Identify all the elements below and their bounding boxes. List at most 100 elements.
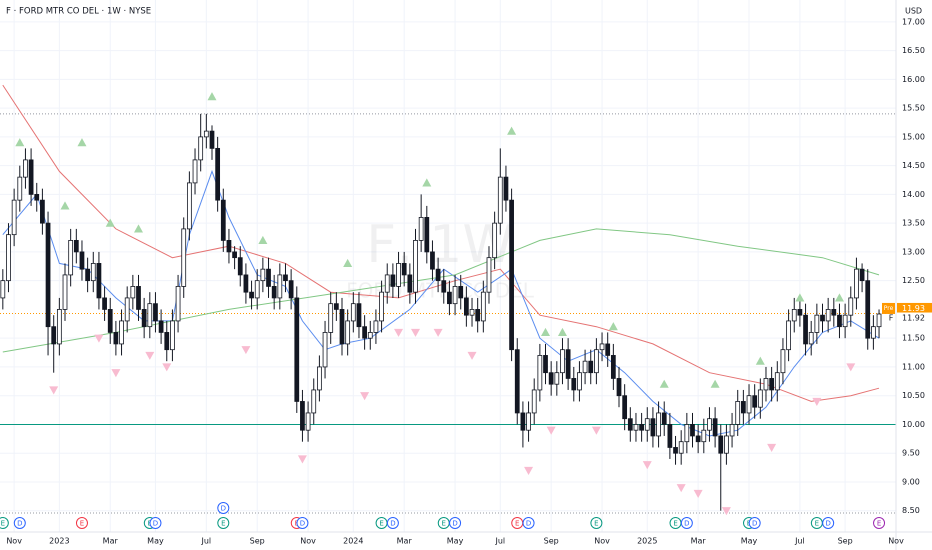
candle-body <box>339 309 345 345</box>
candle-body <box>452 286 458 305</box>
x-tick-label: 2023 <box>49 537 69 546</box>
event-marker <box>449 517 462 529</box>
y-tick-label: 10.00 <box>902 420 925 429</box>
candle-body <box>656 412 661 437</box>
event-marker <box>590 517 603 529</box>
candle-body <box>820 314 825 322</box>
signal-up <box>755 356 765 365</box>
x-tick-label: May <box>147 537 164 546</box>
candle-body <box>237 257 243 276</box>
candle-body <box>384 274 390 293</box>
candle-body <box>6 234 11 282</box>
candle-body <box>865 280 871 339</box>
candle-body <box>266 268 271 287</box>
candle-body <box>667 424 673 448</box>
candle-body <box>791 309 797 322</box>
candle-body <box>192 159 198 184</box>
candle-body <box>650 418 656 437</box>
candle-body <box>96 263 102 299</box>
signal-down <box>111 369 121 378</box>
candle-body <box>390 274 396 287</box>
candle-body <box>260 268 266 282</box>
candle-body <box>526 412 531 431</box>
candle-body <box>430 251 435 270</box>
y-tick-label: 11.00 <box>902 362 925 371</box>
event-label: D <box>452 520 457 528</box>
candle-body <box>492 222 498 259</box>
candle-body <box>413 240 418 293</box>
candle-body <box>808 332 814 345</box>
candle-body <box>718 435 724 454</box>
last-symbol: F <box>889 314 894 323</box>
event-marker <box>822 517 835 529</box>
x-tick-label: Jul <box>494 537 505 546</box>
signal-up <box>659 379 669 388</box>
candle-body <box>107 309 113 333</box>
candle-body <box>373 320 379 333</box>
y-tick-label: 15.00 <box>902 132 925 141</box>
candle-body <box>644 418 650 431</box>
candle-body <box>475 309 481 322</box>
x-tick-label: Nov <box>300 537 316 546</box>
event-label: E <box>515 520 519 528</box>
candle-body <box>673 447 678 454</box>
pre-label: Pre <box>884 305 894 312</box>
signal-down <box>721 507 731 516</box>
signal-up <box>795 293 805 302</box>
chart-title: F · FORD MTR CO DEL · 1W · NYSE <box>6 7 151 17</box>
candle-body <box>170 320 175 351</box>
candle-body <box>774 372 780 391</box>
y-tick-label: 11.50 <box>902 334 925 343</box>
x-tick-label: Sep <box>544 537 559 546</box>
candle-body <box>458 286 464 299</box>
currency: USD <box>905 7 922 16</box>
signal-up <box>343 258 353 268</box>
candle-body <box>740 401 746 414</box>
event-label: D <box>300 520 305 528</box>
candle-body <box>186 182 192 230</box>
candle-body <box>328 303 334 333</box>
signal-down <box>241 346 251 355</box>
candle-body <box>514 349 520 414</box>
candle-body <box>724 435 729 454</box>
signal-up <box>258 235 268 245</box>
candle-body <box>28 159 34 195</box>
x-tick-label: Sep <box>838 537 853 546</box>
x-tick-label: Jul <box>201 537 212 546</box>
candle-body <box>294 297 300 402</box>
signal-down <box>297 455 307 464</box>
candle-body <box>379 291 384 322</box>
candle-body <box>441 280 447 293</box>
signal-down <box>467 351 477 360</box>
event-label: D <box>526 520 531 528</box>
signal-down <box>524 466 534 475</box>
y-tick-label: 12.50 <box>902 276 925 285</box>
signal-down <box>546 426 556 435</box>
x-tick-label: Jul <box>794 537 805 546</box>
event-marker <box>0 517 9 529</box>
candle-body <box>548 372 554 385</box>
signal-up <box>710 379 720 388</box>
signal-down <box>767 443 777 452</box>
candle-body <box>40 199 45 224</box>
candle-body <box>599 343 605 351</box>
x-tick-label: 2024 <box>343 537 363 546</box>
candle-body <box>503 176 509 201</box>
signal-up <box>608 322 618 331</box>
x-tick-label: Mar <box>691 537 707 546</box>
event-label: E <box>815 520 819 528</box>
candle-body <box>136 286 141 310</box>
candle-body <box>130 286 136 299</box>
candle-body <box>322 332 328 368</box>
candle-body <box>616 378 622 397</box>
candle-body <box>277 274 283 299</box>
candle-body <box>509 199 514 351</box>
candle-body <box>769 378 775 391</box>
x-tick-label: Mar <box>397 537 413 546</box>
candle-body <box>23 159 28 178</box>
candle-body <box>463 297 469 316</box>
signal-down <box>846 363 856 372</box>
candle-body <box>825 309 831 322</box>
x-tick-label: Mar <box>103 537 119 546</box>
candle-body <box>209 130 215 149</box>
